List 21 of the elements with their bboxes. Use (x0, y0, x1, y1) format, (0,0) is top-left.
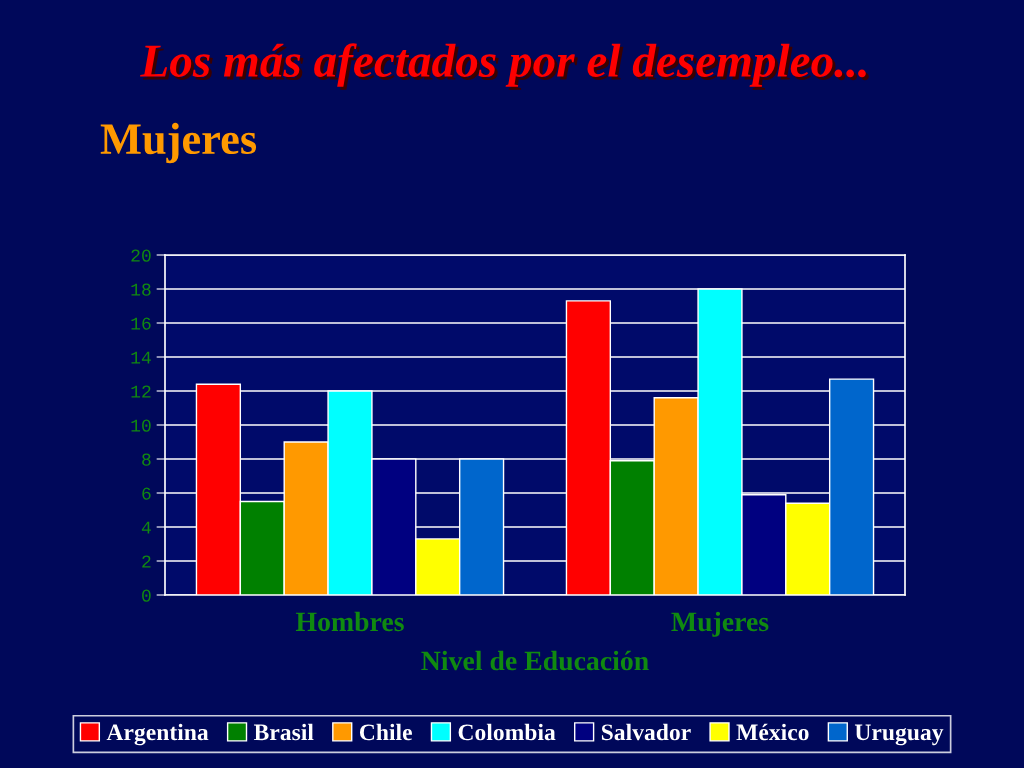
legend-label: Uruguay (854, 724, 944, 746)
y-tick-label: 0 (142, 589, 151, 602)
y-tick-label: 4 (141, 521, 151, 534)
legend-label: Brasil (253, 723, 314, 741)
x-axis-title: Nivel de Educación (421, 650, 649, 671)
y-tick-label: 20 (131, 249, 151, 262)
y-tick-label: 6 (142, 487, 151, 500)
y-tick-label: 14 (131, 351, 151, 364)
legend-label: Chile (359, 723, 412, 741)
legend-label: Salvador (601, 723, 691, 741)
y-tick-label: 8 (142, 453, 151, 466)
legend-label: México (736, 723, 809, 741)
y-tick-label: 2 (142, 555, 151, 568)
x-tick-label: Hombres (295, 611, 404, 632)
y-tick-label: 12 (131, 385, 151, 398)
chart-subtitle: Mujeres (100, 122, 257, 164)
y-tick-label: 16 (131, 317, 151, 330)
y-tick-label: 18 (131, 283, 151, 296)
legend-label: Argentina (106, 723, 209, 746)
legend-label: Colombia (458, 723, 556, 741)
y-tick-label: 10 (131, 419, 151, 432)
